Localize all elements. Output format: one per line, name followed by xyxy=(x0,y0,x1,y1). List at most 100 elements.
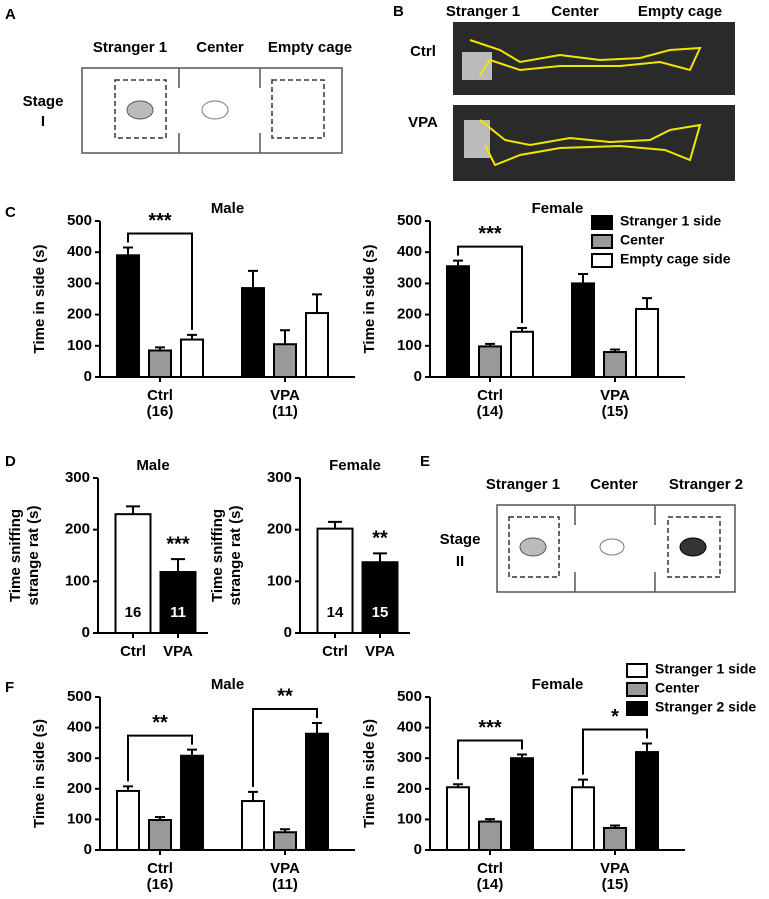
legend-swatch xyxy=(591,234,613,249)
bar xyxy=(180,754,204,852)
bar xyxy=(446,265,470,378)
track xyxy=(469,39,702,76)
error-bar xyxy=(280,828,290,833)
y-tick-label: 500 xyxy=(67,688,92,705)
y-axis-label: Time sniffing xyxy=(209,509,226,602)
error-bar xyxy=(123,785,133,791)
panel-label: B xyxy=(393,3,404,20)
significance-label: *** xyxy=(478,223,502,245)
bar xyxy=(148,349,172,379)
y-tick-label: 400 xyxy=(67,243,92,260)
error-bar xyxy=(610,824,620,828)
bar xyxy=(446,786,470,852)
legend-label: Center xyxy=(620,232,665,248)
bar xyxy=(361,561,399,635)
chart-title: Female xyxy=(532,676,584,693)
y-tick-label: 200 xyxy=(67,306,92,323)
diagram-a: Stranger 1 Center Empty cage Stage I xyxy=(23,39,352,154)
bar xyxy=(273,343,297,378)
compartment-label: Stranger 1 xyxy=(446,3,520,20)
error-bar xyxy=(171,558,185,573)
x-tick-sublabel: (14) xyxy=(477,403,504,420)
error-bar xyxy=(642,297,652,309)
diagram-e: Stranger 1 Center Stranger 2 Stage II xyxy=(440,476,743,593)
y-axis-label: Time in side (s) xyxy=(31,719,48,828)
y-tick-label: 200 xyxy=(397,780,422,797)
rat xyxy=(679,537,707,557)
y-tick-label: 500 xyxy=(397,212,422,229)
x-tick-sublabel: (14) xyxy=(477,876,504,893)
bar xyxy=(159,571,197,634)
x-tick-sublabel: (16) xyxy=(147,876,174,893)
significance-bracket xyxy=(582,728,648,775)
error-bar xyxy=(373,552,387,563)
x-tick-label: Ctrl xyxy=(147,387,173,404)
y-tick-label: 300 xyxy=(67,749,92,766)
y-tick-label: 400 xyxy=(397,243,422,260)
panel-label: E xyxy=(420,453,430,470)
box xyxy=(81,67,343,154)
x-tick-label: Ctrl xyxy=(322,643,348,660)
y-tick-label: 0 xyxy=(82,624,90,641)
error-bar xyxy=(610,348,620,353)
chart-title: Male xyxy=(211,676,244,693)
y-tick-label: 0 xyxy=(414,841,422,858)
bar xyxy=(305,312,329,379)
bar-n-label: 11 xyxy=(170,604,186,621)
y-tick-label: 0 xyxy=(84,368,92,385)
row-label: VPA xyxy=(408,114,438,131)
bar xyxy=(478,345,502,379)
charts: Male Time in side (s) 0 100 200 300 400 500 Ctrl… xyxy=(7,200,756,893)
error-bar xyxy=(123,246,133,256)
bar xyxy=(603,351,627,379)
bar xyxy=(478,820,502,851)
significance-label: ** xyxy=(152,712,168,734)
error-bar xyxy=(578,778,588,788)
x-tick-label: Ctrl xyxy=(120,643,146,660)
bar xyxy=(635,751,659,852)
y-tick-label: 300 xyxy=(397,749,422,766)
x-tick-sublabel: (11) xyxy=(272,403,298,420)
y-tick-label: 300 xyxy=(267,469,292,486)
cage xyxy=(667,516,721,578)
significance-bracket xyxy=(457,739,523,780)
bar xyxy=(635,307,659,379)
y-tick-label: 100 xyxy=(65,572,90,589)
y-tick-label: 0 xyxy=(84,841,92,858)
compartment-label: Stranger 2 xyxy=(669,476,743,493)
y-tick-label: 0 xyxy=(414,368,422,385)
error-bar xyxy=(485,818,495,822)
legend-swatch xyxy=(591,253,613,268)
error-bar xyxy=(187,748,197,756)
chart-title: Female xyxy=(532,200,584,217)
y-axis-label: Time in side (s) xyxy=(361,719,378,828)
error-bar xyxy=(517,753,527,759)
row-label: Ctrl xyxy=(410,43,436,60)
error-bar xyxy=(578,273,588,284)
error-bar xyxy=(155,346,165,351)
y-axis-label: strange rat (s) xyxy=(25,505,42,605)
error-bar xyxy=(328,520,342,529)
significance-bracket xyxy=(252,708,318,787)
y-tick-label: 500 xyxy=(67,212,92,229)
y-tick-label: 200 xyxy=(397,306,422,323)
error-bar xyxy=(248,790,258,802)
x-tick-sublabel: (16) xyxy=(147,403,174,420)
compartment-label: Center xyxy=(590,476,638,493)
y-tick-label: 200 xyxy=(65,521,90,538)
error-bar xyxy=(453,259,463,267)
stage-label: II xyxy=(456,553,464,570)
x-tick-label: VPA xyxy=(163,643,193,660)
error-bar xyxy=(312,293,322,314)
x-tick-label: Ctrl xyxy=(477,860,503,877)
x-tick-label: VPA xyxy=(365,643,395,660)
y-tick-label: 300 xyxy=(397,274,422,291)
significance-bracket xyxy=(457,245,523,324)
x-tick-label: VPA xyxy=(270,387,300,404)
rat-photo xyxy=(464,120,490,158)
rat xyxy=(519,537,547,557)
box xyxy=(496,504,736,593)
x-tick-label: VPA xyxy=(270,860,300,877)
bar xyxy=(510,330,534,379)
compartment-label: Center xyxy=(551,3,599,20)
